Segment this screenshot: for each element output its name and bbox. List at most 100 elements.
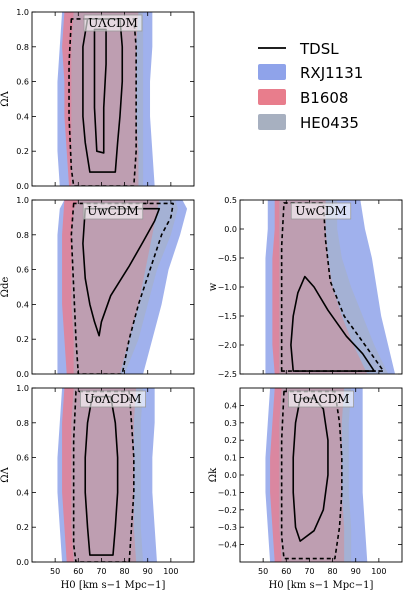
y-tick-label: 0.5 [224, 196, 237, 205]
panel-title: UoΛCDM [84, 392, 141, 406]
y-tick-label: −1.5 [218, 312, 237, 321]
x-tick-label: 70 [96, 567, 106, 576]
x-tick-label: 100 [371, 567, 386, 576]
panel-title-box [80, 390, 146, 408]
solid-contour-0 [290, 275, 376, 372]
legend-label-tdsl: TDSL [299, 40, 339, 58]
dashed-contour-1 [70, 202, 174, 374]
y-axis-label: Ωk [208, 467, 219, 482]
y-tick-label: 0.4 [16, 300, 29, 309]
y-tick-label: 0.8 [16, 231, 29, 240]
x-tick-label: 90 [351, 567, 361, 576]
y-tick-label: 0.0 [224, 225, 237, 234]
panel-title: UoΛCDM [292, 392, 349, 406]
solid-contour-0 [82, 18, 124, 173]
panel-uolcdm-omega-k: 50 60 70 80 90 100 −0.4 −0.3 −0.2 −0.1 0.0 0.1 0.2 0.… [208, 387, 403, 591]
y-tick-label: 0.8 [16, 43, 29, 52]
panel-uwcdm-w: −2.5 −2.0 −1.5 −1.0 −0.5 0.0 0.5 UwCDM w [208, 196, 403, 379]
region-he0435 [279, 200, 389, 374]
region-he0435 [71, 388, 144, 562]
y-tick-label: −0.5 [218, 254, 237, 263]
x-axis-label: H0 [km s−1 Mpc−1] [61, 580, 166, 591]
legend: TDSL RXJ1131 B1608 HE0435 [258, 40, 363, 132]
dashed-contour-1 [280, 202, 385, 372]
solid-contour-0 [82, 207, 161, 337]
y-tick-label: 0.8 [16, 419, 29, 428]
y-tick-label: 0.0 [16, 182, 29, 191]
x-tick-label: 50 [258, 567, 268, 576]
legend-patch-he0435 [258, 114, 286, 130]
panel-ulcdm: 0.0 0.2 0.4 0.6 0.8 1.0 UΛCDM ΩΛ [0, 8, 195, 191]
legend-label-rxj1131: RXJ1131 [300, 64, 363, 82]
y-tick-label: −0.3 [218, 523, 237, 532]
panel-uwcdm-omega-de: 0.0 0.2 0.4 0.6 0.8 1.0 UwCDM Ωde [0, 196, 195, 379]
y-tick-label: −1.0 [218, 283, 237, 292]
y-tick-label: 0.1 [224, 454, 237, 463]
x-tick-label: 90 [143, 567, 153, 576]
y-tick-label: −0.4 [218, 541, 237, 550]
legend-patch-b1608 [258, 89, 286, 105]
y-axis-label: Ωde [0, 277, 11, 298]
x-tick-label: 60 [73, 567, 83, 576]
y-tick-label: 1.0 [16, 196, 29, 205]
dashed-contour-1 [72, 390, 135, 562]
panel-title-box [82, 202, 144, 220]
panel-title-box [83, 14, 143, 32]
x-axis-label: H0 [km s−1 Mpc−1] [269, 580, 374, 591]
y-axis-label: w [208, 282, 219, 291]
y-tick-label: 0.2 [16, 147, 29, 156]
x-tick-label: 60 [281, 567, 291, 576]
y-tick-label: 0.6 [16, 454, 29, 463]
y-tick-label: 0.4 [224, 401, 237, 410]
y-axis-label: ΩΛ [0, 466, 11, 482]
y-tick-label: −0.2 [218, 506, 237, 515]
plot-area [57, 12, 155, 186]
region-he0435 [71, 12, 144, 186]
y-tick-label: 0.0 [16, 370, 29, 379]
y-tick-label: 0.0 [224, 471, 237, 480]
panel-uolcdm-omega-lambda: 50 60 70 80 90 100 0.0 0.2 0.4 0.6 0.8 1.0 UoΛCDM ΩΛ H… [0, 384, 195, 591]
solid-contour-0 [292, 397, 329, 542]
plot-area [57, 200, 188, 374]
panel-title-box [288, 390, 354, 408]
region-he0435 [279, 388, 352, 562]
plot-area [265, 388, 368, 562]
x-tick-label: 80 [327, 567, 337, 576]
axes-frame [31, 199, 195, 375]
legend-patch-rxj1131 [258, 64, 286, 80]
y-tick-label: 1.0 [16, 8, 29, 17]
x-tick-label: 100 [163, 567, 178, 576]
y-tick-label: 0.2 [16, 335, 29, 344]
x-tick-label: 70 [304, 567, 314, 576]
y-tick-label: −0.1 [218, 488, 237, 497]
legend-label-b1608: B1608 [300, 89, 348, 107]
solid-contour-0 [84, 395, 119, 556]
y-tick-label: 0.4 [16, 488, 29, 497]
plot-area [57, 388, 157, 562]
panel-title: UwCDM [295, 204, 346, 218]
dashed-contour-2 [68, 18, 137, 186]
y-tick-label: 0.2 [16, 523, 29, 532]
solid-contour-1 [93, 28, 107, 154]
axes-frame [31, 387, 195, 563]
x-tick-label: 50 [50, 567, 60, 576]
y-tick-label: 0.4 [16, 112, 29, 121]
y-tick-label: 0.2 [224, 436, 237, 445]
legend-label-he0435: HE0435 [300, 114, 359, 132]
y-tick-label: 1.0 [16, 384, 29, 393]
y-tick-label: −2.0 [218, 341, 237, 350]
y-tick-label: 0.0 [16, 558, 29, 567]
axes-frame [31, 11, 195, 187]
x-tick-label: 80 [119, 567, 129, 576]
y-tick-label: 0.6 [16, 78, 29, 87]
panel-title-box [290, 202, 352, 220]
panel-title: UwCDM [87, 204, 138, 218]
y-tick-label: 0.3 [224, 419, 237, 428]
y-tick-label: 0.6 [16, 266, 29, 275]
dashed-contour-1 [280, 390, 343, 560]
plot-area [265, 200, 396, 374]
y-tick-label: −2.5 [218, 370, 237, 379]
y-axis-label: ΩΛ [0, 90, 11, 106]
panel-title: UΛCDM [88, 16, 138, 30]
